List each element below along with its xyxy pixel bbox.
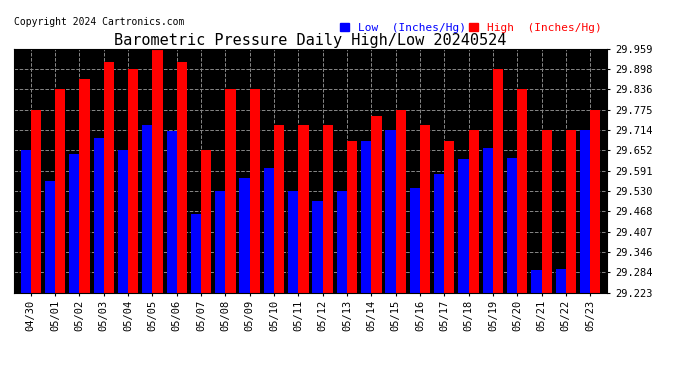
- Bar: [166, 131, 177, 292]
- Bar: [104, 62, 114, 292]
- Bar: [118, 150, 128, 292]
- Bar: [264, 168, 274, 292]
- Bar: [410, 188, 420, 292]
- Bar: [31, 110, 41, 292]
- Bar: [444, 141, 455, 292]
- Bar: [69, 154, 79, 292]
- Bar: [469, 130, 479, 292]
- Bar: [226, 90, 235, 292]
- Bar: [94, 138, 104, 292]
- Bar: [298, 124, 308, 292]
- Bar: [288, 191, 298, 292]
- Bar: [250, 90, 260, 292]
- Bar: [458, 159, 469, 292]
- Bar: [580, 130, 590, 292]
- Bar: [142, 124, 152, 292]
- Bar: [531, 270, 542, 292]
- Bar: [420, 124, 430, 292]
- Bar: [239, 178, 250, 292]
- Bar: [79, 79, 90, 292]
- Bar: [493, 69, 503, 292]
- Bar: [128, 69, 138, 292]
- Bar: [274, 124, 284, 292]
- Bar: [45, 181, 55, 292]
- Bar: [21, 150, 31, 292]
- Bar: [347, 141, 357, 292]
- Bar: [507, 158, 518, 292]
- Bar: [313, 201, 323, 292]
- Text: Copyright 2024 Cartronics.com: Copyright 2024 Cartronics.com: [14, 17, 184, 27]
- Bar: [323, 124, 333, 292]
- Bar: [361, 141, 371, 292]
- Bar: [434, 174, 444, 292]
- Bar: [566, 130, 576, 292]
- Bar: [215, 191, 226, 292]
- Bar: [542, 130, 552, 292]
- Bar: [201, 150, 211, 292]
- Bar: [55, 90, 66, 292]
- Bar: [483, 148, 493, 292]
- Bar: [555, 268, 566, 292]
- Bar: [371, 116, 382, 292]
- Bar: [337, 191, 347, 292]
- Bar: [590, 110, 600, 292]
- Bar: [386, 130, 395, 292]
- Bar: [395, 110, 406, 292]
- Bar: [518, 90, 527, 292]
- Legend: Low  (Inches/Hg), High  (Inches/Hg): Low (Inches/Hg), High (Inches/Hg): [340, 22, 602, 33]
- Bar: [152, 49, 163, 292]
- Bar: [191, 214, 201, 292]
- Title: Barometric Pressure Daily High/Low 20240524: Barometric Pressure Daily High/Low 20240…: [115, 33, 506, 48]
- Bar: [177, 62, 187, 292]
